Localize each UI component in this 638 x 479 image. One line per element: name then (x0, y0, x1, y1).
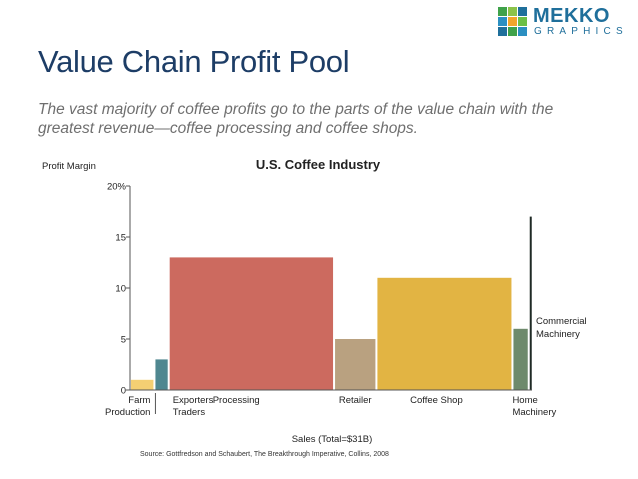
y-tick-label: 10 (115, 284, 126, 295)
x-axis-label: Sales (Total=$31B) (292, 434, 373, 445)
segment-label-processing: Processing (213, 395, 260, 406)
segment-label-farm-production: Production (105, 407, 150, 418)
segment-label-coffee-shop: Coffee Shop (410, 395, 463, 406)
bar-home-machinery (513, 328, 528, 390)
bar-exporters-traders (155, 359, 168, 390)
y-tick-label: 0 (121, 386, 126, 397)
page-subtitle: The vast majority of coffee profits go t… (38, 101, 554, 137)
logo-grid-icon (498, 7, 527, 36)
bar-coffee-shop (377, 277, 512, 390)
mekko-graphics-logo: MEKKO GRAPHICS (498, 5, 630, 39)
segment-label-exporters-traders: Traders (173, 407, 206, 418)
segment-label-commercial-machinery: Commercial (536, 316, 587, 327)
logo-word-mekko: MEKKO (533, 5, 610, 27)
segment-label-commercial-machinery: Machinery (536, 329, 580, 340)
bar-farm-production (131, 379, 154, 390)
segment-label-home-machinery: Machinery (512, 407, 556, 418)
segment-label-farm-production: Farm (128, 395, 150, 406)
page-title: Value Chain Profit Pool (38, 44, 350, 79)
y-tick-label: 15 (115, 233, 126, 244)
y-axis-label: Profit Margin (42, 161, 96, 172)
segment-label-exporters-traders: Exporters (173, 395, 214, 406)
bar-processing (169, 257, 334, 390)
logo-word-graphics: GRAPHICS (534, 26, 628, 37)
chart-title: U.S. Coffee Industry (256, 157, 381, 172)
y-tick-label: 20% (107, 182, 127, 193)
segment-label-home-machinery: Home (512, 395, 537, 406)
y-tick-label: 5 (121, 335, 126, 346)
bar-retailer (335, 339, 376, 390)
source-note: Source: Gottfredson and Schaubert, The B… (140, 451, 389, 458)
bar-commercial-machinery (529, 216, 532, 390)
segment-label-retailer: Retailer (339, 395, 372, 406)
